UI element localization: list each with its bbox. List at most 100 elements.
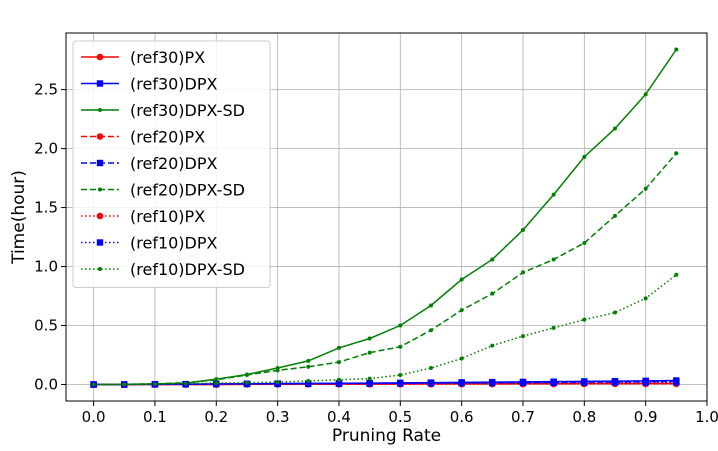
series-line <box>93 382 677 386</box>
data-point <box>152 382 157 387</box>
data-point <box>674 151 679 156</box>
x-tick-label: 0.8 <box>572 408 596 426</box>
data-point <box>428 303 433 308</box>
data-point <box>612 213 617 218</box>
y-tick-label: 1.5 <box>34 199 58 217</box>
data-point <box>336 345 341 350</box>
legend-label: (ref30)PX <box>130 48 205 67</box>
y-axis-label: Time(hour) <box>9 170 29 265</box>
x-tick-label: 0.4 <box>327 408 351 426</box>
data-point <box>367 350 372 355</box>
data-point <box>581 379 588 386</box>
legend-marker <box>98 267 102 271</box>
data-point <box>490 257 495 262</box>
data-point <box>275 380 280 385</box>
data-point <box>674 272 679 277</box>
data-point <box>122 382 127 387</box>
data-point <box>551 325 556 330</box>
axis-ticks: 0.0 0.1 0.2 0.3 0.4 0.5 0.6 0.7 0.8 0.9 1.0 0.0 0.5 1… <box>34 81 718 426</box>
legend-marker <box>96 212 104 220</box>
data-point <box>582 154 587 159</box>
legend-item: (ref10)PX <box>81 207 205 226</box>
data-point <box>611 379 619 386</box>
legend-marker <box>98 187 102 192</box>
series-(ref10)DPX-SD <box>91 272 679 387</box>
data-point <box>489 379 496 387</box>
data-point <box>550 379 557 387</box>
series-line <box>93 380 677 386</box>
data-point <box>214 381 219 386</box>
data-point <box>643 186 648 191</box>
data-point <box>428 365 433 370</box>
y-tick-label: 0.5 <box>34 317 58 335</box>
data-point <box>642 379 649 386</box>
data-point <box>490 291 495 296</box>
data-point <box>183 381 188 386</box>
legend-item: (ref20)DPX-SD <box>81 181 245 200</box>
legend-marker <box>96 53 104 61</box>
y-tick-label: 1.0 <box>34 258 58 276</box>
data-point <box>367 376 372 381</box>
data-point <box>459 356 464 361</box>
legend-label: (ref30)DPX <box>130 75 218 94</box>
x-tick-label: 0.2 <box>204 408 228 426</box>
legend-item: (ref10)DPX-SD <box>81 260 245 279</box>
data-point <box>520 227 525 232</box>
legend-item: (ref30)DPX-SD <box>81 101 245 120</box>
data-point <box>305 380 312 387</box>
y-tick-label: 0.0 <box>34 375 58 393</box>
data-point <box>643 92 648 97</box>
data-point <box>306 364 311 369</box>
data-point <box>612 126 617 131</box>
data-point <box>551 257 556 262</box>
data-point <box>582 240 587 245</box>
x-tick-label: 0.5 <box>388 408 412 426</box>
data-point <box>336 360 341 365</box>
data-point <box>674 47 679 52</box>
data-point <box>275 368 280 373</box>
legend-marker <box>96 159 104 167</box>
series-line <box>93 381 677 386</box>
legend-item: (ref30)PX <box>81 48 205 67</box>
series-layer <box>90 47 680 388</box>
legend-marker <box>96 80 104 87</box>
data-point <box>214 377 219 382</box>
y-tick-label: 2.5 <box>34 81 58 99</box>
x-tick-label: 0.1 <box>143 408 167 426</box>
legend-box <box>72 40 271 288</box>
data-point <box>306 358 311 363</box>
legend: (ref30)PX (ref30)DPX (ref30)DPX-SD (ref20)P… <box>72 40 271 288</box>
data-point <box>397 380 404 387</box>
data-point <box>643 296 648 301</box>
data-point <box>459 308 464 313</box>
data-point <box>519 379 527 387</box>
x-tick-label: 0.6 <box>450 408 474 426</box>
data-point <box>459 277 464 282</box>
data-point <box>398 323 403 328</box>
x-tick-label: 1.0 <box>695 408 718 426</box>
legend-item: (ref10)DPX <box>81 234 218 253</box>
data-point <box>367 336 372 341</box>
data-point <box>427 380 435 387</box>
data-point <box>520 270 525 275</box>
legend-label: (ref10)DPX <box>130 234 218 253</box>
data-point <box>244 380 249 385</box>
legend-label: (ref20)DPX <box>130 154 218 173</box>
data-point <box>306 378 311 383</box>
data-point <box>458 379 465 387</box>
series-line <box>93 274 677 386</box>
legend-marker <box>96 239 104 246</box>
legend-marker <box>98 108 102 112</box>
y-tick-label: 2.0 <box>34 140 58 158</box>
data-point <box>612 310 617 315</box>
legend-item: (ref20)PX <box>81 128 205 147</box>
series-line <box>93 152 677 386</box>
data-point <box>398 344 403 349</box>
data-point <box>91 382 96 387</box>
data-point <box>673 379 680 386</box>
legend-label: (ref10)PX <box>130 207 205 226</box>
data-point <box>428 328 433 333</box>
legend-label: (ref20)PX <box>130 128 205 147</box>
legend-item: (ref20)DPX <box>81 154 218 173</box>
